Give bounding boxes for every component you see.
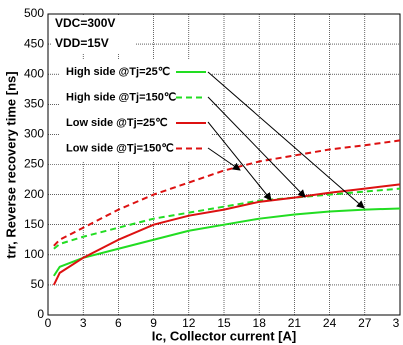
x-tick-label: 21 — [288, 316, 302, 330]
x-tick-label: 9 — [150, 316, 157, 330]
x-axis-label: Ic, Collector current [A] — [152, 328, 296, 343]
x-tick-label: 15 — [217, 316, 231, 330]
series-line — [53, 139, 401, 247]
y-tick-label: 100 — [24, 247, 44, 261]
y-axis-label: trr, Reverse recovery time [ns] — [3, 71, 18, 258]
y-tick-label: 200 — [24, 187, 44, 201]
legend-label: High side @Tj=150℃ — [66, 91, 176, 103]
legend-label: High side @Tj=25℃ — [66, 66, 170, 78]
x-tick-label: 3 — [80, 316, 87, 330]
series-line — [53, 207, 401, 277]
x-tick-label: 6 — [115, 316, 122, 330]
y-tick-label: 250 — [24, 157, 44, 171]
x-tick-label: 27 — [358, 316, 372, 330]
y-tick-label: 300 — [24, 127, 44, 141]
series-line — [52, 183, 401, 286]
y-tick-label: 450 — [24, 36, 44, 50]
y-tick-label: 0 — [37, 307, 44, 321]
x-tick-label: 12 — [182, 316, 196, 330]
x-tick-label: 0 — [45, 316, 52, 330]
legend-label: Low side @Tj=25℃ — [66, 117, 168, 129]
x-tick-label: 18 — [253, 316, 267, 330]
y-tick-label: 400 — [24, 66, 44, 80]
arrows — [207, 71, 365, 209]
legend-box — [60, 60, 212, 162]
legend-label: Low side @Tj=150℃ — [66, 142, 174, 154]
series-line — [53, 187, 401, 250]
annotation: VDC=300V — [55, 16, 115, 30]
x-tick-label: 24 — [323, 316, 337, 330]
x-tick-label: 3 — [393, 316, 400, 330]
annotation-box — [52, 16, 136, 54]
y-tick-label: 150 — [24, 217, 44, 231]
y-tick-label: 50 — [31, 277, 45, 291]
y-tick-label: 350 — [24, 96, 44, 110]
y-tick-label: 500 — [24, 6, 44, 20]
plot-frame — [47, 13, 401, 316]
annotation: VDD=15V — [55, 36, 109, 50]
